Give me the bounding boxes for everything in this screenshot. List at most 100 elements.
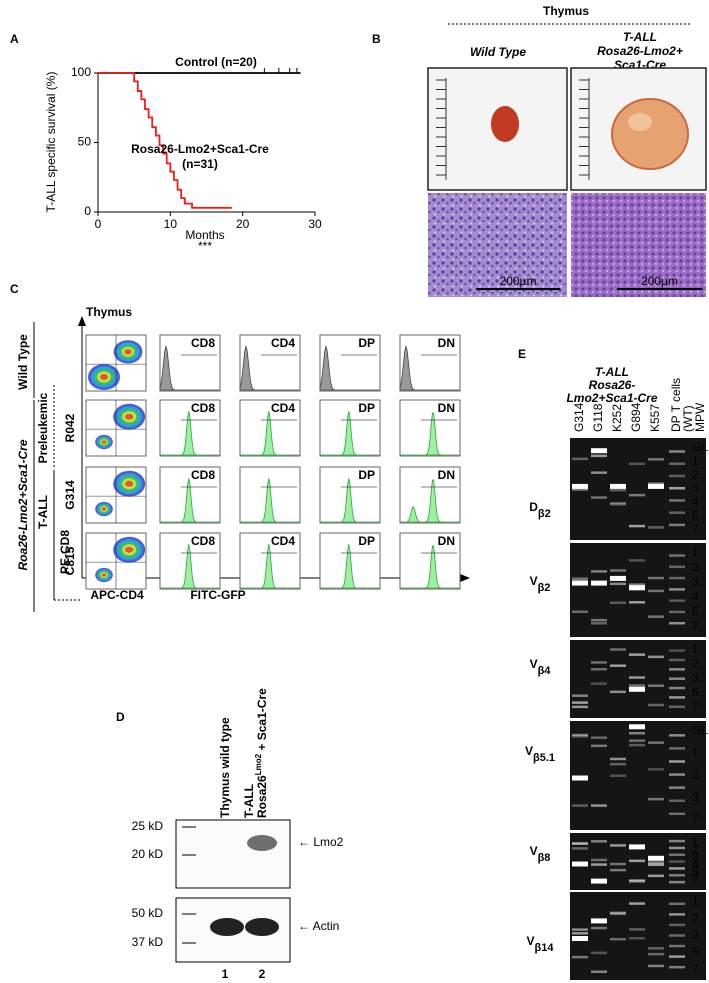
marker-label: 20 kD <box>132 847 164 861</box>
band <box>629 739 645 742</box>
marker-label: 4 <box>692 495 699 509</box>
band <box>572 842 588 845</box>
marker-label: 5 <box>692 945 699 959</box>
band-label: ← Lmo2 <box>298 835 344 849</box>
marker-label: 1 <box>692 894 699 908</box>
band <box>572 932 588 935</box>
lane-label-part: Rosa26 <box>255 775 269 818</box>
band <box>610 664 626 667</box>
lane-label: (WT) <box>681 405 695 432</box>
thymus <box>491 106 519 142</box>
band <box>610 844 626 847</box>
histogram-frame <box>159 334 221 392</box>
band <box>669 760 685 763</box>
marker-label: 5 <box>692 865 699 879</box>
band <box>572 457 588 461</box>
histogram-header: DN <box>438 534 455 548</box>
band <box>648 589 664 593</box>
band <box>572 735 588 738</box>
band <box>648 855 664 861</box>
histogram-header: CD4 <box>271 534 295 548</box>
band <box>648 482 664 485</box>
group-label: Wild Type <box>16 334 30 390</box>
band <box>629 653 645 656</box>
segment: β2 <box>538 508 551 520</box>
band <box>629 743 645 747</box>
panel-label: A <box>10 32 19 46</box>
lane-number: 1 <box>222 967 229 981</box>
series-label: Rosa26-Lmo2+Sca1-Cre <box>131 142 269 156</box>
band <box>669 554 685 557</box>
band <box>669 610 685 614</box>
band <box>572 694 588 697</box>
band <box>572 610 588 614</box>
band <box>591 454 607 458</box>
band <box>629 601 645 604</box>
lane-number: 2 <box>259 967 266 981</box>
band <box>572 936 588 941</box>
band <box>669 955 685 958</box>
histogram <box>319 344 380 391</box>
band <box>610 862 626 866</box>
band <box>669 747 685 750</box>
marker-label: 3 <box>692 671 699 685</box>
band <box>648 576 664 580</box>
header: T-ALL <box>595 365 629 379</box>
band <box>648 703 664 707</box>
marker-label: 7 <box>692 619 699 633</box>
band <box>648 874 664 878</box>
arrowhead <box>78 316 86 326</box>
band <box>669 588 685 591</box>
section-label: Vβ14 <box>527 934 555 954</box>
segment: β14 <box>535 942 555 954</box>
panel-title: Thymus <box>86 305 132 319</box>
marker-label: 2 <box>692 911 699 925</box>
band <box>669 462 685 465</box>
sample-label: R042 <box>63 413 77 442</box>
band <box>669 621 685 625</box>
band <box>572 705 588 709</box>
band <box>669 499 685 502</box>
marker-label: 25 kD <box>132 819 164 833</box>
thymus <box>611 98 689 170</box>
marker-label: 1 <box>692 835 699 849</box>
band <box>669 734 685 737</box>
band <box>610 575 626 581</box>
band <box>629 844 645 850</box>
dot-cloud <box>101 440 107 444</box>
marker-label: 5 <box>692 509 699 523</box>
histology <box>428 193 567 297</box>
band <box>669 565 685 569</box>
band <box>669 853 685 857</box>
histogram-header: DN <box>438 468 455 482</box>
y-tick-label: 0 <box>84 204 91 218</box>
band <box>629 524 645 528</box>
band <box>572 955 588 959</box>
band <box>610 912 626 916</box>
column-label: Rosa26-Lmo2+ <box>597 44 683 58</box>
segment: β4 <box>538 665 552 677</box>
segment: β8 <box>538 852 551 864</box>
histogram-header: DN <box>438 336 455 350</box>
band <box>669 923 685 927</box>
gel <box>570 640 706 718</box>
header: Rosa26- <box>589 378 636 392</box>
band <box>629 686 645 692</box>
band <box>629 583 645 586</box>
gel <box>570 438 706 540</box>
band <box>610 757 626 761</box>
band <box>610 488 626 492</box>
histogram-header: DP <box>358 336 375 350</box>
band <box>591 570 607 573</box>
marker-label: 7 <box>692 872 699 886</box>
band <box>629 585 645 591</box>
section-label: Dβ2 <box>529 500 551 520</box>
marker-label: 7 <box>692 700 699 714</box>
column-label: Wild Type <box>470 45 526 59</box>
band <box>610 601 626 604</box>
band <box>669 686 685 690</box>
band <box>610 648 626 651</box>
marker-label: 5 <box>692 686 699 700</box>
band <box>591 496 607 499</box>
